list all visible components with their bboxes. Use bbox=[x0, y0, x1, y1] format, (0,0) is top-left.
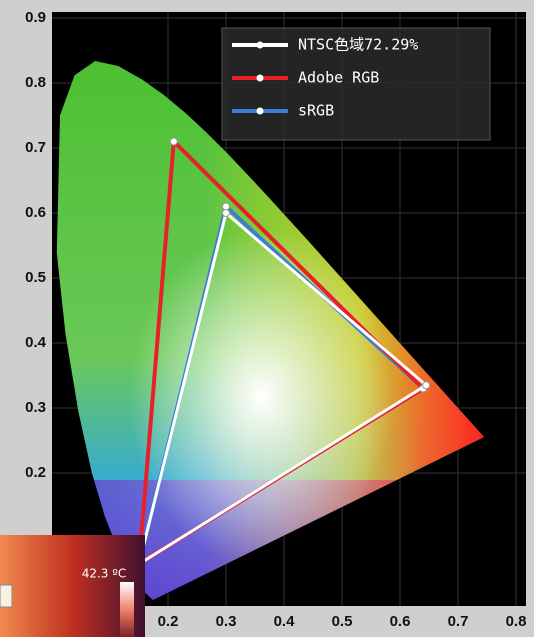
thermal-inset: 42.3 ºC bbox=[0, 535, 145, 637]
vertex bbox=[423, 382, 430, 389]
legend-label: sRGB bbox=[298, 102, 334, 120]
y-tick-label: 0.9 bbox=[25, 9, 46, 26]
legend-label: Adobe RGB bbox=[298, 69, 379, 87]
x-tick-label: 0.2 bbox=[158, 613, 179, 630]
y-tick-label: 0.3 bbox=[25, 399, 46, 416]
vertex bbox=[170, 138, 177, 145]
x-tick-label: 0.7 bbox=[448, 613, 469, 630]
vertex bbox=[223, 210, 230, 217]
legend-label: NTSC色域72.29% bbox=[298, 36, 418, 54]
x-tick-label: 0.5 bbox=[332, 613, 353, 630]
x-tick-label: 0.3 bbox=[216, 613, 237, 630]
x-tick-label: 0.6 bbox=[390, 613, 411, 630]
x-tick-label: 0.8 bbox=[506, 613, 527, 630]
inset-label: 42.3 ºC bbox=[82, 567, 127, 581]
x-tick-label: 0.4 bbox=[274, 613, 296, 630]
y-tick-label: 0.8 bbox=[25, 74, 46, 91]
vertex bbox=[223, 203, 230, 210]
legend-marker bbox=[257, 42, 264, 49]
y-tick-label: 0.7 bbox=[25, 139, 46, 156]
y-tick-label: 0.2 bbox=[25, 464, 46, 481]
y-tick-label: 0.5 bbox=[25, 269, 46, 286]
y-tick-label: 0.6 bbox=[25, 204, 46, 221]
y-tick-label: 0.4 bbox=[25, 334, 47, 351]
legend-marker bbox=[257, 75, 264, 82]
chart: NTSC色域72.29% Adobe RGB sRGB 42.3 ºC 0.2 0.3… bbox=[0, 0, 534, 637]
hotspot bbox=[0, 585, 12, 607]
thermal-scale bbox=[120, 582, 134, 637]
legend-marker bbox=[257, 108, 264, 115]
